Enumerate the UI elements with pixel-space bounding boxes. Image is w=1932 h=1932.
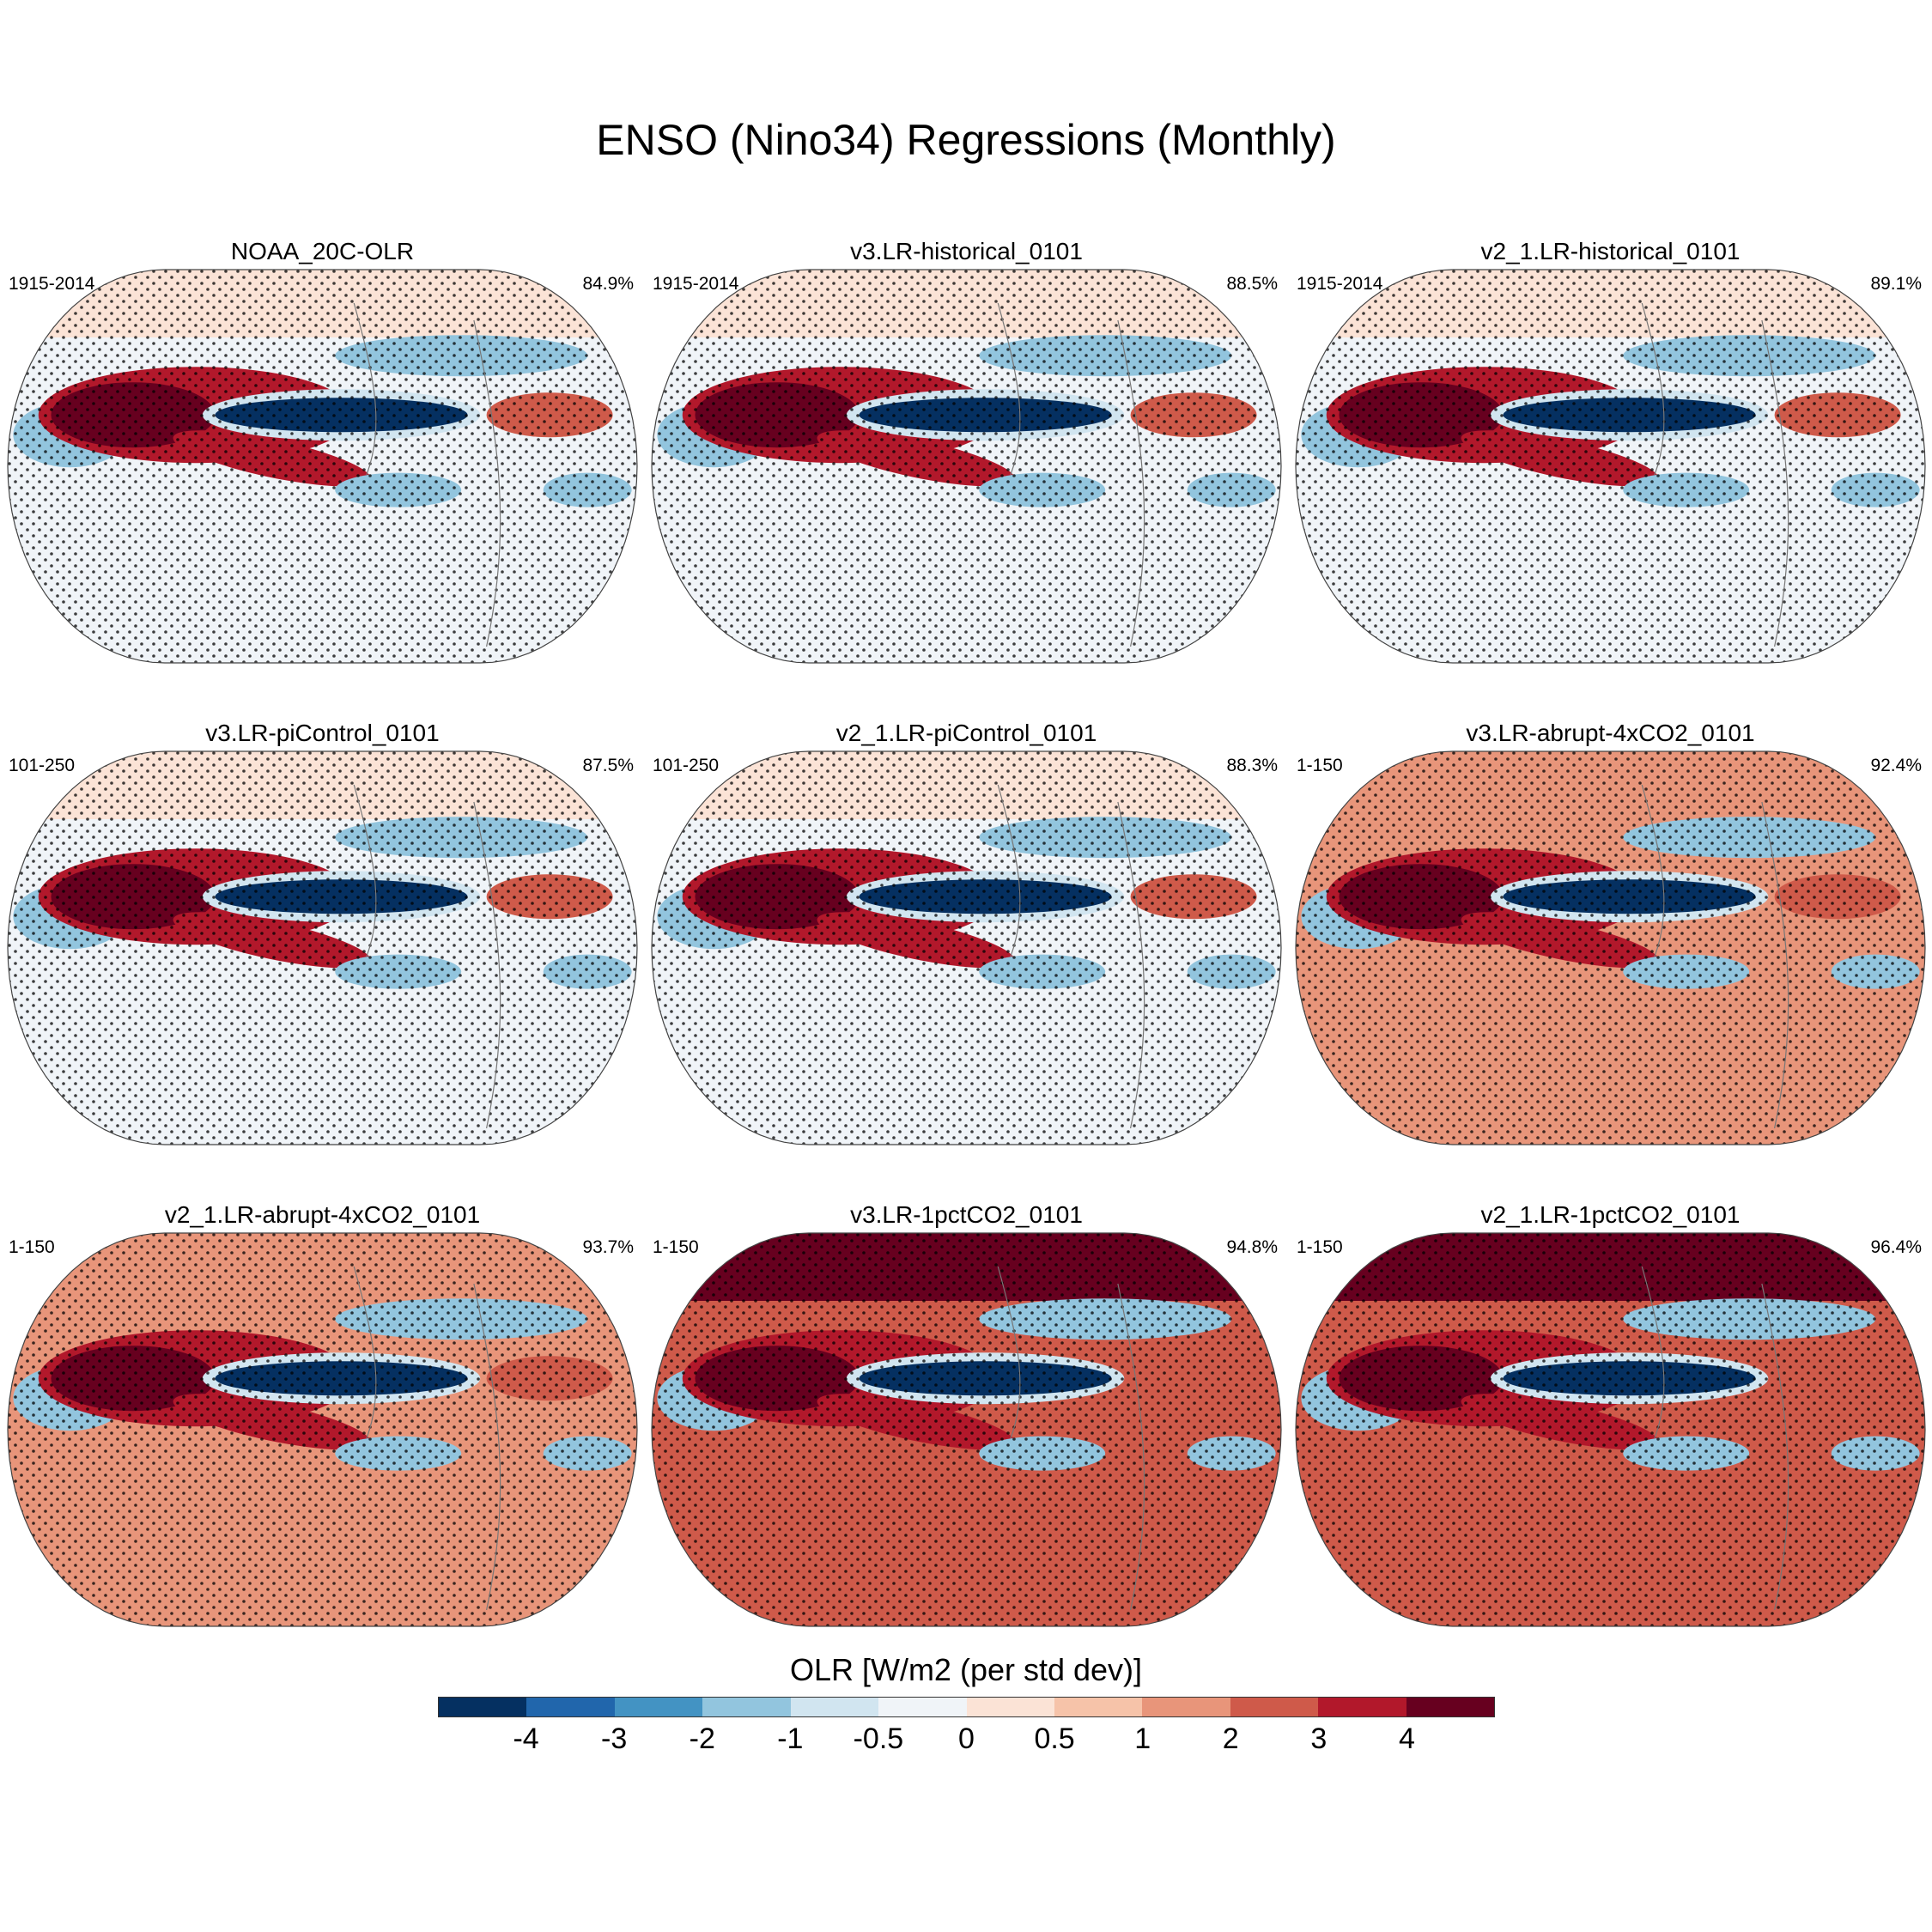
panel-variance-percent: 88.3% [1226,756,1278,775]
significance-stippling [8,751,637,1145]
panel-title: v3.LR-abrupt-4xCO2_0101 [1466,720,1755,746]
map-outline [1295,1232,1926,1627]
significance-stippling [8,270,637,663]
colorbar-label: OLR [W/m2 (per std dev)] [789,1652,1143,1687]
colorbar-swatch [702,1698,791,1716]
map-outline [1295,269,1926,664]
significance-stippling [8,1233,637,1626]
colorbar-tick-label: 1 [1134,1722,1151,1755]
coastlines [1641,1266,1789,1611]
colorbar-swatch [1054,1698,1143,1716]
regression-map [651,269,1282,664]
coastlines [1641,302,1789,647]
panel-title: v2_1.LR-historical_0101 [1480,238,1741,264]
regression-map [1295,269,1926,664]
map-outline [651,750,1282,1145]
significance-stippling [652,1233,1281,1626]
map-outline [7,750,638,1145]
panel-period: 1915-2014 [1297,274,1383,294]
significance-stippling [1296,270,1925,663]
coastlines [1641,784,1789,1129]
panel-variance-percent: 84.9% [582,274,634,294]
colorbar-tick-label: -0.5 [853,1722,904,1755]
panel-title: v2_1.LR-abrupt-4xCO2_0101 [164,1201,481,1228]
panel-period: 1915-2014 [9,274,95,294]
panel-period: 101-250 [9,756,76,775]
colorbar-tick-label: 3 [1310,1722,1327,1755]
coastlines [353,784,501,1129]
colorbar-swatch [614,1698,703,1716]
colorbar-tick-label: -3 [601,1722,628,1755]
panel-title: v3.LR-historical_0101 [850,238,1083,264]
main-title: ENSO (Nino34) Regressions (Monthly) [596,116,1336,164]
panel-title: v3.LR-1pctCO2_0101 [850,1201,1083,1228]
panel-title: v2_1.LR-piControl_0101 [835,720,1097,746]
colorbar-swatch [1142,1698,1230,1716]
panel-period: 1915-2014 [653,274,739,294]
panel-variance-percent: 93.7% [582,1237,634,1257]
colorbar-swatch [1406,1698,1495,1716]
coastlines [997,302,1145,647]
panel-title: NOAA_20C-OLR [230,238,415,264]
regression-map [7,269,638,664]
coastlines [997,784,1145,1129]
coastlines [353,1266,501,1611]
colorbar-tick-label: 0 [958,1722,975,1755]
panel-period: 1-150 [1297,756,1343,775]
coastlines [353,302,501,647]
significance-stippling [1296,1233,1925,1626]
regression-map [1295,750,1926,1145]
panel-period: 1-150 [653,1237,699,1257]
panel-variance-percent: 96.4% [1870,1237,1922,1257]
regression-map [651,1232,1282,1627]
colorbar-tick-label: 2 [1222,1722,1239,1755]
map-outline [651,269,1282,664]
panel-variance-percent: 89.1% [1870,274,1922,294]
colorbar-tick-label: 0.5 [1034,1722,1075,1755]
panel-period: 1-150 [9,1237,55,1257]
map-outline [7,1232,638,1627]
panel-period: 101-250 [653,756,720,775]
colorbar-swatch [526,1698,615,1716]
significance-stippling [1296,751,1925,1145]
colorbar-tick-label: -4 [513,1722,539,1755]
colorbar-tick-label: -2 [689,1722,715,1755]
regression-map [651,750,1282,1145]
regression-map [7,750,638,1145]
significance-stippling [652,751,1281,1145]
colorbar-swatch [966,1698,1054,1716]
regression-map [1295,1232,1926,1627]
panel-variance-percent: 87.5% [582,756,634,775]
coastlines [997,1266,1145,1611]
colorbar-swatch [1230,1698,1319,1716]
panel-variance-percent: 92.4% [1870,756,1922,775]
colorbar-swatch [439,1698,527,1716]
panel-title: v2_1.LR-1pctCO2_0101 [1480,1201,1741,1228]
map-outline [651,1232,1282,1627]
panel-title: v3.LR-piControl_0101 [205,720,440,746]
colorbar-swatch [790,1698,879,1716]
colorbar-tick-label: -1 [777,1722,804,1755]
colorbar [438,1697,1495,1717]
significance-stippling [652,270,1281,663]
map-outline [1295,750,1926,1145]
colorbar-swatch [878,1698,967,1716]
map-outline [7,269,638,664]
panel-variance-percent: 94.8% [1226,1237,1278,1257]
colorbar-swatch [1318,1698,1406,1716]
regression-map [7,1232,638,1627]
panel-variance-percent: 88.5% [1226,274,1278,294]
panel-period: 1-150 [1297,1237,1343,1257]
colorbar-tick-label: 4 [1398,1722,1415,1755]
